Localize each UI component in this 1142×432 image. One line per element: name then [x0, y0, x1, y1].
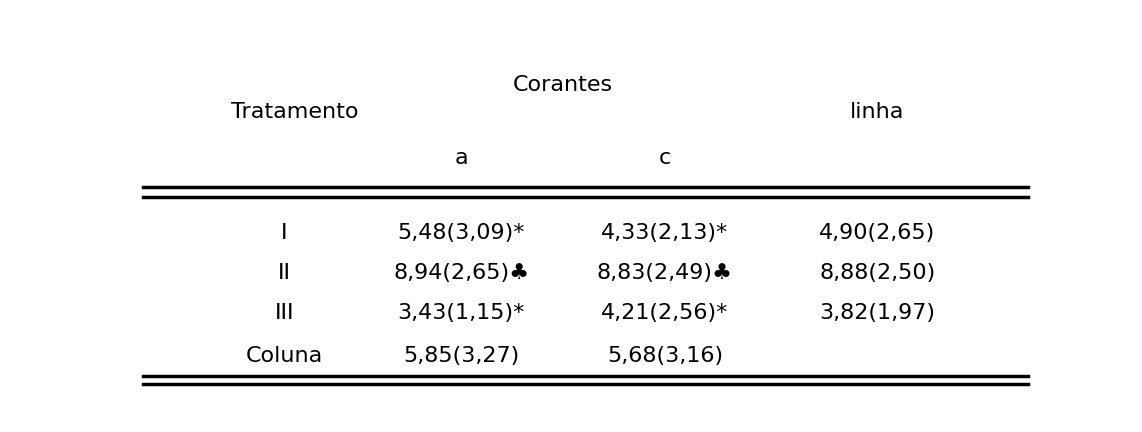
Text: linha: linha: [850, 102, 904, 122]
Text: 5,68(3,16): 5,68(3,16): [606, 346, 723, 366]
Text: c: c: [659, 148, 671, 168]
Text: 3,43(1,15)*: 3,43(1,15)*: [397, 303, 525, 323]
Text: 4,33(2,13)*: 4,33(2,13)*: [602, 223, 729, 243]
Text: 3,82(1,97): 3,82(1,97): [819, 303, 935, 323]
Text: Coluna: Coluna: [246, 346, 323, 366]
Text: 5,85(3,27): 5,85(3,27): [403, 346, 520, 366]
Text: 8,94(2,65)♣: 8,94(2,65)♣: [393, 263, 530, 283]
Text: Corantes: Corantes: [513, 75, 613, 95]
Text: I: I: [281, 223, 288, 243]
Text: 4,90(2,65): 4,90(2,65): [819, 223, 935, 243]
Text: 4,21(2,56)*: 4,21(2,56)*: [601, 303, 729, 323]
Text: 5,48(3,09)*: 5,48(3,09)*: [397, 223, 525, 243]
Text: 8,83(2,49)♣: 8,83(2,49)♣: [597, 263, 733, 283]
Text: 8,88(2,50): 8,88(2,50): [819, 263, 935, 283]
Text: II: II: [278, 263, 291, 283]
Text: Tratamento: Tratamento: [231, 102, 359, 122]
Text: III: III: [274, 303, 295, 323]
Text: a: a: [455, 148, 468, 168]
